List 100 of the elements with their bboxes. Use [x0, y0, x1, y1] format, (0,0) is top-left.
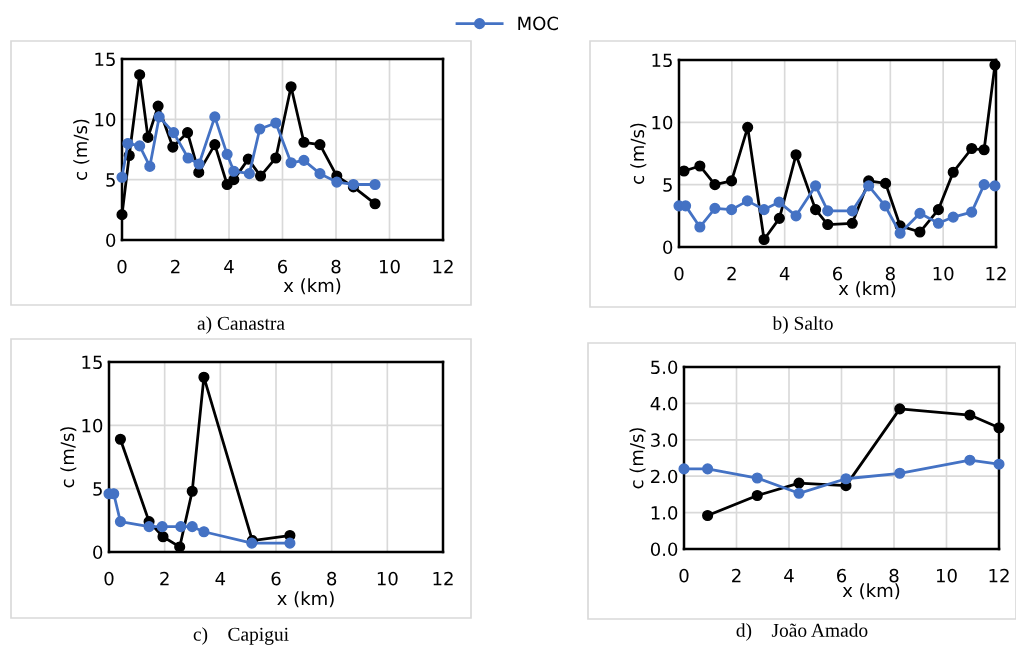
y-tick-label: 4.0: [650, 396, 678, 411]
point: [846, 205, 858, 217]
point: [198, 526, 210, 538]
point: [209, 111, 221, 123]
point: [751, 489, 763, 502]
point: [726, 204, 738, 216]
point: [331, 176, 343, 188]
point: [186, 485, 198, 497]
point: [114, 516, 126, 528]
x-tick-label: 8: [327, 571, 337, 586]
point: [894, 227, 906, 239]
point: [840, 473, 852, 485]
x-axis-title: x (km): [842, 583, 900, 600]
point: [254, 123, 266, 135]
point: [168, 127, 180, 139]
point: [894, 467, 906, 479]
point: [209, 139, 221, 151]
y-tick-label: 5: [106, 173, 115, 187]
point: [314, 139, 326, 151]
x-tick-label: 6: [833, 266, 843, 281]
point: [822, 205, 834, 217]
point: [186, 521, 198, 533]
x-tick-label: 2: [727, 266, 736, 281]
point: [285, 157, 297, 169]
y-tick-label: 0: [93, 545, 103, 560]
x-axis-title: x (km): [283, 278, 341, 295]
point: [846, 217, 858, 229]
point: [144, 160, 156, 172]
text: b) Salto: [772, 316, 833, 334]
y-tick-label: 5: [93, 482, 102, 496]
point: [793, 477, 805, 489]
x-tick-label: 10: [380, 259, 400, 274]
x-tick-label: 8: [331, 259, 341, 274]
y-tick-label: 0: [106, 233, 116, 248]
point: [152, 100, 164, 112]
point: [157, 531, 169, 543]
x-tick-label: 10: [933, 266, 954, 281]
point: [116, 209, 128, 221]
point: [966, 206, 978, 218]
point: [932, 217, 944, 229]
x-tick-label: 0: [117, 259, 127, 274]
x-tick-label: 6: [837, 568, 847, 583]
point: [369, 198, 381, 210]
point: [993, 458, 1005, 470]
point: [694, 160, 706, 172]
y-tick-label: 15: [95, 52, 115, 67]
point: [773, 212, 785, 224]
point: [270, 152, 282, 164]
point: [167, 141, 179, 153]
point: [966, 142, 978, 155]
x-tick-label: 2: [160, 571, 169, 586]
y-tick-label: 0: [663, 240, 673, 255]
point: [314, 168, 326, 180]
point: [255, 170, 267, 182]
x-tick-label: 10: [377, 571, 398, 586]
point: [114, 433, 126, 445]
y-tick-label: 5.0: [651, 360, 678, 375]
text: c) Capigui: [193, 627, 289, 645]
point: [914, 207, 926, 219]
point: [694, 221, 706, 233]
x-tick-label: 10: [937, 568, 957, 583]
text: a) Canastra: [197, 316, 285, 334]
point: [122, 137, 134, 150]
y-tick-label: 0.0: [650, 542, 678, 557]
y-axis-title: c (m/s): [630, 123, 647, 184]
y-tick-label: 3.0: [651, 433, 678, 447]
point: [198, 371, 210, 383]
point: [947, 166, 959, 178]
point: [702, 509, 714, 522]
point: [284, 537, 296, 549]
point: [221, 148, 233, 160]
point: [947, 211, 959, 223]
point: [142, 131, 154, 143]
y-axis-title: c (m/s): [629, 428, 646, 489]
point: [678, 463, 690, 475]
point: [758, 233, 770, 246]
y-axis-title: c (m/s): [60, 427, 77, 488]
y-tick-label: 15: [652, 53, 672, 68]
point: [709, 179, 721, 191]
point: [751, 472, 763, 484]
x-tick-label: 2: [732, 568, 741, 583]
x-tick-label: 12: [433, 571, 453, 586]
point: [989, 59, 1001, 71]
y-tick-label: 10: [82, 418, 103, 433]
text: d) João Amado: [736, 623, 868, 641]
x-tick-label: 4: [784, 569, 794, 583]
y-tick-label: 1.0: [651, 506, 678, 520]
point: [193, 158, 205, 170]
point: [270, 117, 282, 129]
point: [978, 144, 990, 156]
point: [702, 463, 714, 475]
point: [914, 226, 926, 238]
point: [134, 69, 146, 81]
point: [143, 521, 155, 533]
point: [932, 204, 944, 216]
x-tick-label: 12: [433, 259, 453, 274]
point: [742, 121, 754, 133]
point: [156, 521, 168, 533]
point: [726, 175, 738, 187]
point: [741, 195, 753, 207]
